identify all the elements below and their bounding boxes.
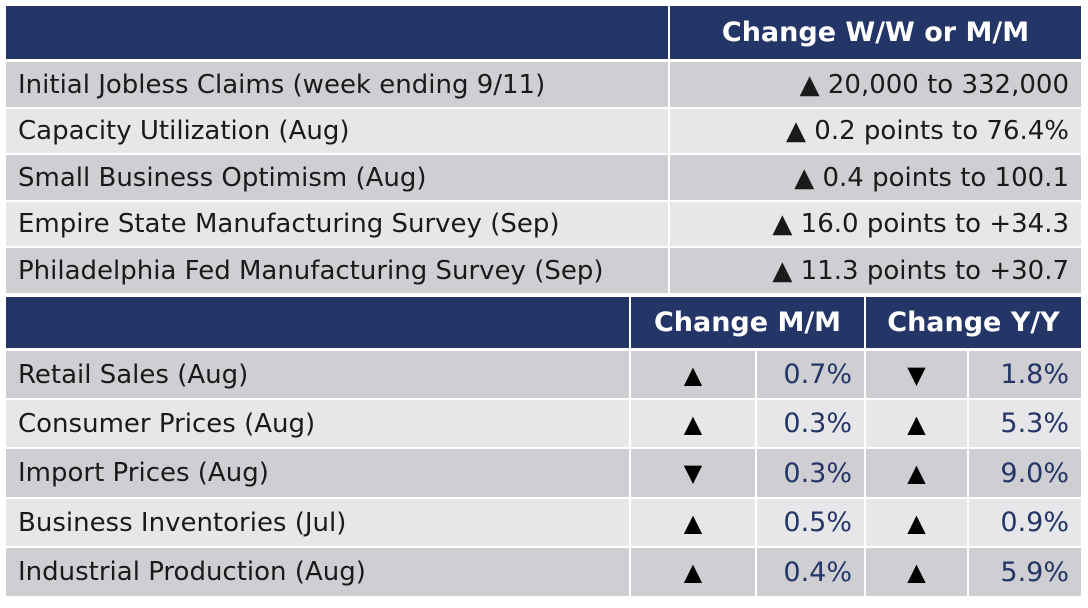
yy-direction-arrow-icon: ▲ bbox=[866, 400, 967, 447]
mm-direction-arrow-icon: ▲ bbox=[631, 400, 755, 447]
yy-direction-arrow-icon: ▲ bbox=[866, 499, 967, 546]
top-row-change: ▲ 16.0 points to +34.3 bbox=[670, 202, 1081, 246]
bottom-header-blank bbox=[6, 297, 629, 348]
top-row-change: ▲ 0.4 points to 100.1 bbox=[670, 155, 1081, 200]
top-row-change: ▲ 11.3 points to +30.7 bbox=[670, 248, 1081, 293]
top-row-change: ▲ 0.2 points to 76.4% bbox=[670, 109, 1081, 153]
mm-change-value: 0.4% bbox=[757, 548, 864, 596]
top-header-blank bbox=[6, 6, 668, 59]
yy-change-value: 5.9% bbox=[969, 548, 1081, 596]
top-row-change: ▲ 20,000 to 332,000 bbox=[670, 62, 1081, 107]
mm-direction-arrow-icon: ▲ bbox=[631, 499, 755, 546]
bottom-row-label: Business Inventories (Jul) bbox=[6, 499, 629, 546]
top-row-label: Empire State Manufacturing Survey (Sep) bbox=[6, 202, 668, 246]
mm-direction-arrow-icon: ▲ bbox=[631, 548, 755, 596]
top-row-label: Capacity Utilization (Aug) bbox=[6, 109, 668, 153]
yy-direction-arrow-icon: ▲ bbox=[866, 449, 967, 497]
mm-change-value: 0.5% bbox=[757, 499, 864, 546]
bottom-row-label: Retail Sales (Aug) bbox=[6, 351, 629, 398]
bottom-header-change-mm: Change M/M bbox=[631, 297, 864, 348]
yy-direction-arrow-icon: ▲ bbox=[866, 548, 967, 596]
yy-change-value: 5.3% bbox=[969, 400, 1081, 447]
bottom-header-change-yy: Change Y/Y bbox=[866, 297, 1081, 348]
mm-change-value: 0.7% bbox=[757, 351, 864, 398]
mm-direction-arrow-icon: ▼ bbox=[631, 449, 755, 497]
yy-change-value: 9.0% bbox=[969, 449, 1081, 497]
yy-direction-arrow-icon: ▼ bbox=[866, 351, 967, 398]
top-row-label: Small Business Optimism (Aug) bbox=[6, 155, 668, 200]
yy-change-value: 0.9% bbox=[969, 499, 1081, 546]
mm-change-value: 0.3% bbox=[757, 449, 864, 497]
top-row-label: Philadelphia Fed Manufacturing Survey (S… bbox=[6, 248, 668, 293]
yy-change-value: 1.8% bbox=[969, 351, 1081, 398]
bottom-row-label: Import Prices (Aug) bbox=[6, 449, 629, 497]
bottom-row-label: Consumer Prices (Aug) bbox=[6, 400, 629, 447]
mm-direction-arrow-icon: ▲ bbox=[631, 351, 755, 398]
top-header-change: Change W/W or M/M bbox=[670, 6, 1081, 59]
top-row-label: Initial Jobless Claims (week ending 9/11… bbox=[6, 62, 668, 107]
mm-change-value: 0.3% bbox=[757, 400, 864, 447]
bottom-row-label: Industrial Production (Aug) bbox=[6, 548, 629, 596]
